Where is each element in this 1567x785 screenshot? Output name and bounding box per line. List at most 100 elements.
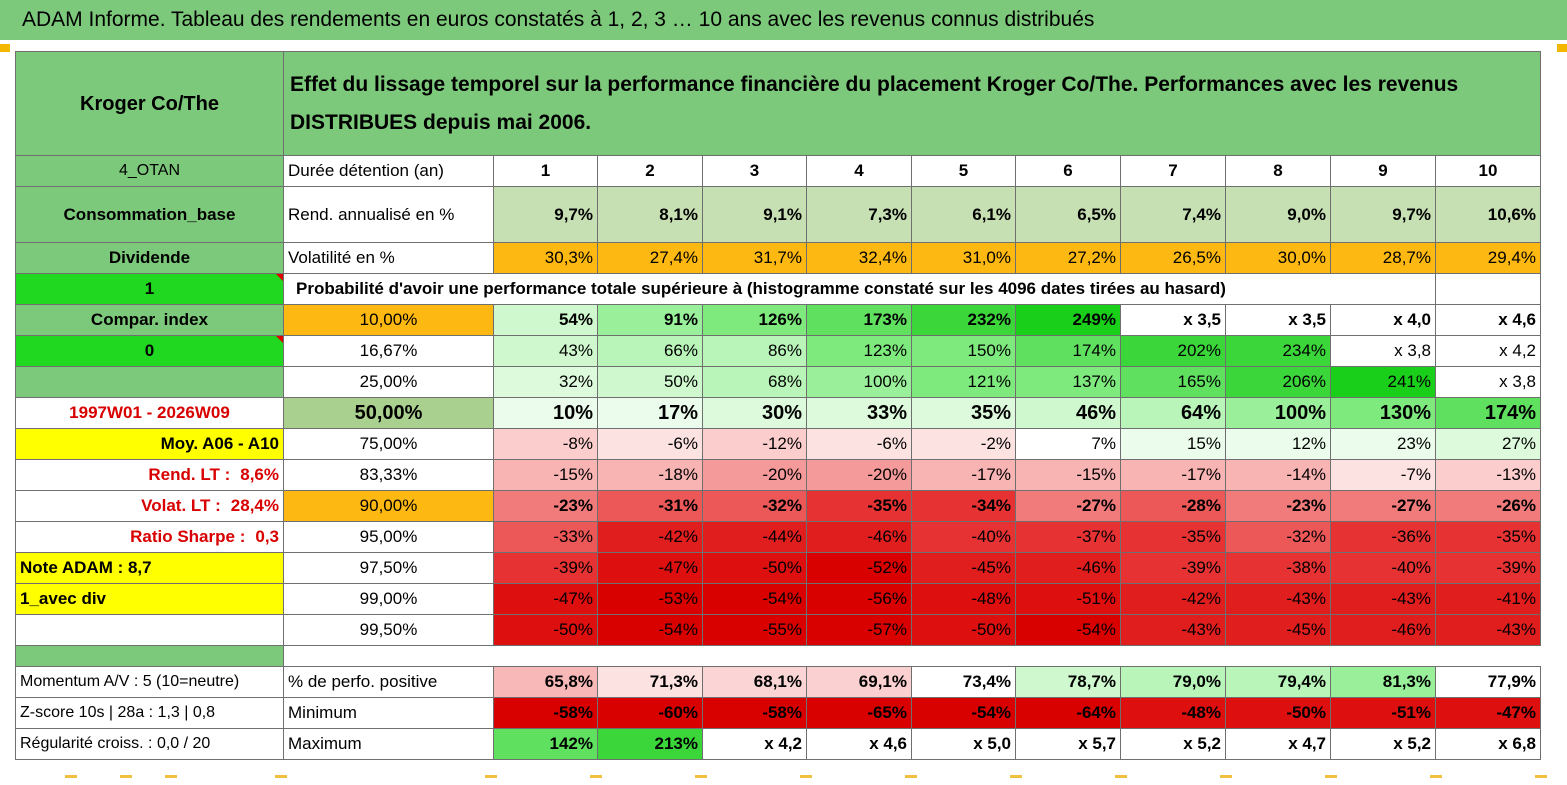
div-mode-cell: 1_avec div — [15, 583, 284, 615]
min-value: -54% — [911, 697, 1016, 729]
sharpe-cell-value: 0,3 — [255, 527, 279, 546]
prob-value: 23% — [1330, 428, 1436, 460]
dash-mark — [1325, 775, 1337, 778]
prob-value: 100% — [806, 366, 912, 398]
pos-value: 69,1% — [806, 666, 912, 698]
dash-mark — [695, 775, 707, 778]
max-value: x 5,2 — [1330, 728, 1436, 760]
min-label: Minimum — [283, 697, 494, 729]
prob-value: 30% — [702, 397, 807, 429]
dash-mark — [1115, 775, 1127, 778]
vol-value: 27,2% — [1015, 242, 1121, 274]
max-value: x 5,2 — [1120, 728, 1226, 760]
rend-lt-cell-label: Rend. LT : — [148, 465, 231, 484]
rend-value: 6,5% — [1015, 186, 1121, 243]
prob-value: -54% — [597, 614, 703, 646]
empty-left — [15, 614, 284, 646]
year-header: 6 — [1015, 155, 1121, 187]
duration-label: Durée détention (an) — [283, 155, 494, 187]
prob-value: x 4,0 — [1330, 304, 1436, 336]
prob-value: -46% — [1015, 552, 1121, 584]
rend-value: 10,6% — [1435, 186, 1541, 243]
compar-index-cell: Compar. index — [15, 304, 284, 336]
prob-value: 241% — [1330, 366, 1436, 398]
description: Effet du lissage temporel sur la perform… — [283, 51, 1541, 156]
pos-value: 65,8% — [493, 666, 598, 698]
flag-one: 1 — [15, 273, 284, 305]
prob-value: -47% — [493, 583, 598, 615]
prob-value: -47% — [597, 552, 703, 584]
prob-value: -27% — [1330, 490, 1436, 522]
moy-cell: Moy. A06 - A10 — [15, 428, 284, 460]
prob-value: -28% — [1120, 490, 1226, 522]
prob-value: 32% — [493, 366, 598, 398]
pos-value: 79,4% — [1225, 666, 1331, 698]
prob-value: -17% — [911, 459, 1016, 491]
prob-value: 173% — [806, 304, 912, 336]
prob-value: 17% — [597, 397, 703, 429]
prob-value: 130% — [1330, 397, 1436, 429]
note-cell: Note ADAM : 8,7 — [15, 552, 284, 584]
rend-value: 9,0% — [1225, 186, 1331, 243]
prob-value: -54% — [1015, 614, 1121, 646]
dash-mark — [1010, 775, 1022, 778]
prob-value: -36% — [1330, 521, 1436, 553]
probability-label: 50,00% — [283, 397, 494, 429]
prob-value: -46% — [806, 521, 912, 553]
zscore-cell: Z-score 10s | 28a : 1,3 | 0,8 — [15, 697, 284, 729]
prob-value: -39% — [1120, 552, 1226, 584]
dash-mark — [165, 775, 177, 778]
vol-value: 32,4% — [806, 242, 912, 274]
min-value: -65% — [806, 697, 912, 729]
dash-mark — [800, 775, 812, 778]
instrument-name: Kroger Co/The — [15, 51, 284, 156]
prob-value: -42% — [597, 521, 703, 553]
max-value: x 4,7 — [1225, 728, 1331, 760]
min-value: -47% — [1435, 697, 1541, 729]
prob-value: 123% — [806, 335, 912, 367]
prob-value: -8% — [493, 428, 598, 460]
performance-table: Kroger Co/The Effet du lissage temporel … — [15, 51, 1541, 760]
prob-value: -43% — [1225, 583, 1331, 615]
pos-value: 78,7% — [1015, 666, 1121, 698]
year-header: 1 — [493, 155, 598, 187]
prob-value: 7% — [1015, 428, 1121, 460]
prob-value: -43% — [1330, 583, 1436, 615]
dividend-cell: Dividende — [15, 242, 284, 274]
min-value: -64% — [1015, 697, 1121, 729]
prob-value: -32% — [702, 490, 807, 522]
prob-heading: Probabilité d'avoir une performance tota… — [283, 273, 1436, 305]
prob-value: -23% — [1225, 490, 1331, 522]
prob-value: -20% — [702, 459, 807, 491]
prob-value: -39% — [1435, 552, 1541, 584]
prob-value: x 4,6 — [1435, 304, 1541, 336]
empty-left — [15, 366, 284, 398]
probability-label: 10,00% — [283, 304, 494, 336]
prob-value: 66% — [597, 335, 703, 367]
prob-value: 206% — [1225, 366, 1331, 398]
max-label: Maximum — [283, 728, 494, 760]
pos-value: 73,4% — [911, 666, 1016, 698]
vol-value: 29,4% — [1435, 242, 1541, 274]
dash-mark — [905, 775, 917, 778]
pos-value: 71,3% — [597, 666, 703, 698]
prob-value: -12% — [702, 428, 807, 460]
period-cell: 1997W01 - 2026W09 — [15, 397, 284, 429]
spacer-right — [283, 645, 1541, 667]
volat-lt-cell: Volat. LT : 28,4% — [15, 490, 284, 522]
volat-lt-cell-value: 28,4% — [230, 496, 279, 515]
pos-label: % de perfo. positive — [283, 666, 494, 698]
bottom-dashes — [15, 775, 1555, 781]
vol-value: 30,0% — [1225, 242, 1331, 274]
prob-value: -2% — [911, 428, 1016, 460]
year-header: 10 — [1435, 155, 1541, 187]
vol-label: Volatilité en % — [283, 242, 494, 274]
prob-value: -40% — [1330, 552, 1436, 584]
dash-mark — [1535, 775, 1547, 778]
prob-value: 126% — [702, 304, 807, 336]
prob-value: -56% — [806, 583, 912, 615]
prob-value: -43% — [1120, 614, 1226, 646]
year-header: 2 — [597, 155, 703, 187]
min-value: -51% — [1330, 697, 1436, 729]
probability-label: 25,00% — [283, 366, 494, 398]
